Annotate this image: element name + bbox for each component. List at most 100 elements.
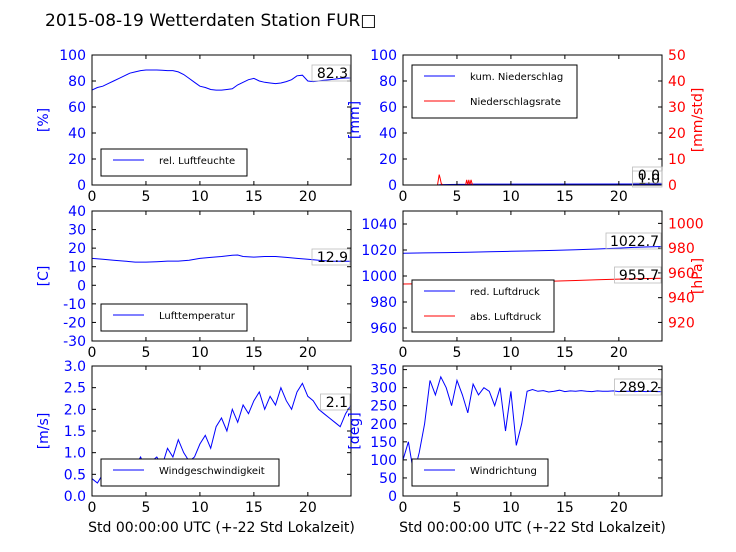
y-tick-label: 0.5 bbox=[64, 467, 86, 483]
legend-label: abs. Luftdruck bbox=[470, 312, 541, 323]
x-tick-label: 10 bbox=[502, 345, 520, 361]
y-tick-label: 30 bbox=[68, 223, 86, 239]
x-tick-label: 5 bbox=[141, 189, 150, 205]
x-tick-label: 0 bbox=[399, 500, 408, 516]
y-tick-label: 980 bbox=[370, 295, 397, 311]
y-axis-label: [%] bbox=[36, 108, 52, 132]
series-line-humidity-0 bbox=[92, 69, 351, 91]
x-tick-label: 15 bbox=[556, 189, 574, 205]
x-tick-label: 10 bbox=[191, 345, 209, 361]
legend: Windgeschwindigkeit bbox=[100, 458, 280, 487]
legend-box bbox=[411, 279, 555, 333]
x-tick-label: 5 bbox=[452, 500, 461, 516]
x-tick-label: 5 bbox=[141, 345, 150, 361]
y-tick-label: 250 bbox=[370, 399, 397, 415]
value-annotation-2: 0.0 bbox=[638, 168, 660, 184]
value-annotation: 1022.7 bbox=[610, 234, 659, 250]
y-tick-label: 150 bbox=[370, 435, 397, 451]
value-annotation: 289.2 bbox=[619, 380, 659, 396]
y-tick-label: -20 bbox=[63, 315, 86, 331]
value-annotation-2-box bbox=[632, 166, 663, 184]
y-tick-label: 0 bbox=[388, 489, 397, 505]
x-tick-label: 0 bbox=[88, 500, 97, 516]
value-annotation: 82.3 bbox=[317, 66, 348, 82]
x-tick-label: 5 bbox=[452, 189, 461, 205]
legend-box bbox=[100, 303, 248, 332]
y2-tick-label: 1000 bbox=[668, 216, 704, 232]
series-line-temperature-0 bbox=[92, 254, 351, 263]
y-tick-label: 100 bbox=[370, 453, 397, 469]
x-tick-label: 20 bbox=[610, 189, 628, 205]
y-tick-label: 20 bbox=[379, 152, 397, 168]
y-tick-label: 350 bbox=[370, 363, 397, 379]
panel-precipitation: 0 5 10 15 20 0 20 40 60 80 100 0 10 20 30 40 50 [mm/std] [… bbox=[347, 48, 706, 205]
x-tick-label: 5 bbox=[452, 345, 461, 361]
x-tick-label: 5 bbox=[141, 500, 150, 516]
x-tick-label: 20 bbox=[610, 500, 628, 516]
y-tick-label: 40 bbox=[68, 126, 86, 142]
x-tick-label: 0 bbox=[88, 189, 97, 205]
x-tick-label: 10 bbox=[502, 189, 520, 205]
y2-tick-label: 0 bbox=[668, 178, 677, 194]
panel-temperature: 0 5 10 15 20 -30 -20 -10 0 10 20 30 40 [C] Lufttempera… bbox=[36, 204, 352, 361]
y-tick-label: 40 bbox=[68, 204, 86, 220]
y2-tick-label: 980 bbox=[668, 241, 695, 257]
y-tick-label: 960 bbox=[370, 321, 397, 337]
x-tick-label: 20 bbox=[610, 345, 628, 361]
plot-frame bbox=[91, 54, 352, 186]
y-tick-label: 1.0 bbox=[64, 446, 86, 462]
y-tick-label: -10 bbox=[63, 297, 86, 313]
y-tick-label: 0 bbox=[77, 278, 86, 294]
panel-wind-speed: 0 5 10 15 20 0.0 0.5 1.0 1.5 2.0 2.5 3.0 [m/s] Std 00… bbox=[36, 359, 355, 536]
y2-axis-label: [hPa] bbox=[690, 258, 706, 294]
y-tick-label: 40 bbox=[379, 126, 397, 142]
y-tick-label: 1.5 bbox=[64, 424, 86, 440]
y-tick-label: 50 bbox=[379, 471, 397, 487]
y-tick-label: 300 bbox=[370, 381, 397, 397]
y-tick-label: 20 bbox=[68, 241, 86, 257]
value-annotation-2-box bbox=[614, 266, 662, 284]
y-tick-label: 60 bbox=[379, 100, 397, 116]
x-axis-label: Std 00:00:00 UTC (+-22 Std Lokalzeit) bbox=[399, 520, 666, 536]
y2-tick-label: 50 bbox=[668, 48, 686, 64]
x-tick-label: 10 bbox=[191, 189, 209, 205]
value-annotation: 1.0 bbox=[638, 172, 660, 188]
legend: rel. Luftfeuchte bbox=[100, 148, 248, 177]
legend: red. Luftdruck abs. Luftdruck bbox=[411, 279, 555, 333]
y2-tick-label: 920 bbox=[668, 315, 695, 331]
plot-frame bbox=[402, 365, 663, 497]
y2-tick-label: 940 bbox=[668, 291, 695, 307]
figure-title: 2015-08-19 Wetterdaten Station FUR□ bbox=[45, 11, 376, 31]
y-axis-label: [C] bbox=[36, 266, 52, 287]
series-line-pressure-0 bbox=[403, 246, 662, 254]
x-tick-label: 20 bbox=[299, 345, 317, 361]
y-tick-label: 10 bbox=[68, 260, 86, 276]
y-tick-label: 200 bbox=[370, 417, 397, 433]
legend-label: kum. Niederschlag bbox=[470, 72, 563, 83]
legend-label: Windgeschwindigkeit bbox=[159, 466, 265, 477]
y-tick-label: 1000 bbox=[361, 269, 397, 285]
y-tick-label: 80 bbox=[379, 74, 397, 90]
series-line-precipitation-1 bbox=[403, 174, 662, 185]
y2-tick-label: 960 bbox=[668, 266, 695, 282]
plot-frame bbox=[402, 54, 663, 186]
value-annotation-2: 955.7 bbox=[619, 268, 659, 284]
y-tick-label: -30 bbox=[63, 334, 86, 350]
x-tick-label: 0 bbox=[399, 189, 408, 205]
y-tick-label: 100 bbox=[59, 48, 86, 64]
x-tick-label: 15 bbox=[556, 345, 574, 361]
x-tick-label: 15 bbox=[245, 345, 263, 361]
x-tick-label: 15 bbox=[245, 500, 263, 516]
value-annotation-box bbox=[614, 378, 662, 396]
x-tick-label: 10 bbox=[191, 500, 209, 516]
y-axis-label: [mm] bbox=[347, 101, 363, 139]
y2-tick-label: 10 bbox=[668, 152, 686, 168]
x-tick-label: 15 bbox=[556, 500, 574, 516]
legend: Windrichtung bbox=[411, 458, 549, 487]
y-tick-label: 80 bbox=[68, 74, 86, 90]
panel-humidity: 0 5 10 15 20 0 20 40 60 80 100 [%] rel. Luftfeuchte 8… bbox=[36, 48, 352, 205]
y-axis-label: [deg] bbox=[347, 412, 363, 449]
x-tick-label: 0 bbox=[399, 345, 408, 361]
y-tick-label: 20 bbox=[68, 152, 86, 168]
y2-axis-label: [mm/std] bbox=[690, 88, 706, 153]
